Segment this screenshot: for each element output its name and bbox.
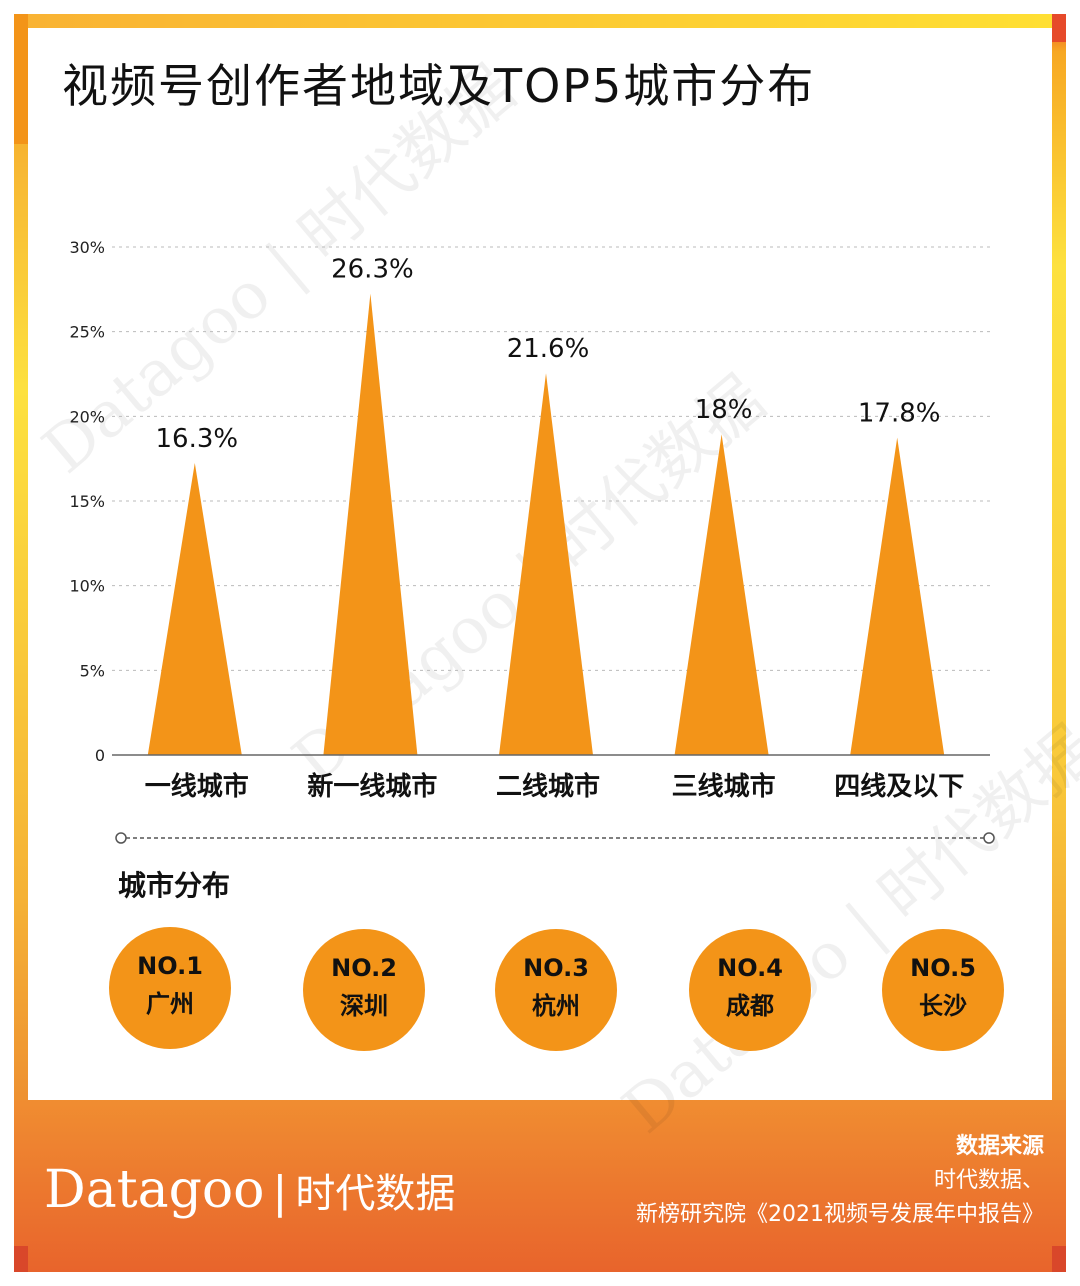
brand-separator: |	[272, 1167, 288, 1218]
brand-latin: Datagoo	[44, 1160, 265, 1220]
city-rank-5: NO.5 长沙	[882, 929, 1004, 1051]
data-label: 17.8%	[858, 399, 941, 429]
y-tick-label: 15%	[69, 492, 105, 511]
y-tick-label: 10%	[69, 577, 105, 596]
y-tick-label: 5%	[80, 661, 105, 680]
city-rank-2: NO.2 深圳	[303, 929, 425, 1051]
x-category-label: 三线城市	[672, 771, 776, 802]
city-rank-4: NO.4 成都	[689, 929, 811, 1051]
data-source: 数据来源 时代数据、 新榜研究院《2021视频号发展年中报告》	[636, 1130, 1044, 1232]
city-rank-3: NO.3 杭州	[495, 929, 617, 1051]
bar-4	[674, 434, 769, 755]
divider-end-dot	[983, 832, 995, 844]
x-category-label: 二线城市	[496, 771, 600, 802]
frame-left-border	[14, 14, 28, 1272]
rank-label: NO.3	[523, 954, 589, 982]
data-label: 21.6%	[507, 334, 590, 364]
x-category-label: 一线城市	[145, 771, 249, 802]
rank-label: NO.1	[137, 952, 203, 980]
bar-5	[850, 437, 945, 755]
frame-corner-bottom-left	[14, 1246, 28, 1272]
city-name: 杭州	[532, 992, 580, 1020]
data-label: 16.3%	[155, 424, 238, 454]
frame-right-accent	[1052, 14, 1066, 42]
city-rank-1: NO.1 广州	[109, 927, 231, 1049]
y-tick-label: 25%	[69, 323, 105, 342]
city-name: 深圳	[340, 992, 388, 1020]
divider-start-dot	[115, 832, 127, 844]
city-name: 广州	[146, 990, 194, 1018]
rank-label: NO.2	[331, 954, 397, 982]
source-title: 数据来源	[955, 1134, 1044, 1159]
y-tick-label: 20%	[69, 407, 105, 426]
bar-2	[323, 293, 418, 755]
city-name: 长沙	[919, 992, 967, 1020]
bar-3	[499, 373, 593, 755]
brand-logo: Datagoo | 时代数据	[44, 1160, 455, 1220]
frame-left-accent	[14, 14, 28, 144]
x-category-label: 新一线城市	[307, 771, 437, 802]
footer-band	[14, 1100, 1066, 1272]
rank-label: NO.4	[717, 954, 783, 982]
source-line: 新榜研究院《2021视频号发展年中报告》	[636, 1202, 1044, 1227]
brand-chinese: 时代数据	[295, 1171, 456, 1217]
data-label: 26.3%	[331, 255, 414, 285]
y-tick-label: 30%	[69, 238, 105, 257]
city-name: 成都	[726, 992, 774, 1020]
frame-corner-bottom-right	[1052, 1246, 1066, 1272]
frame-right-border	[1052, 14, 1066, 1272]
frame-top-border	[14, 14, 1066, 28]
rank-label: NO.5	[910, 954, 976, 982]
city-section-title: 城市分布	[118, 869, 231, 902]
page-title: 视频号创作者地域及TOP5城市分布	[62, 59, 816, 113]
source-line: 时代数据、	[933, 1168, 1044, 1193]
y-tick-label: 0	[95, 746, 105, 765]
data-label: 18%	[695, 395, 753, 425]
x-category-label: 四线及以下	[834, 772, 964, 802]
bar-1	[147, 462, 242, 755]
